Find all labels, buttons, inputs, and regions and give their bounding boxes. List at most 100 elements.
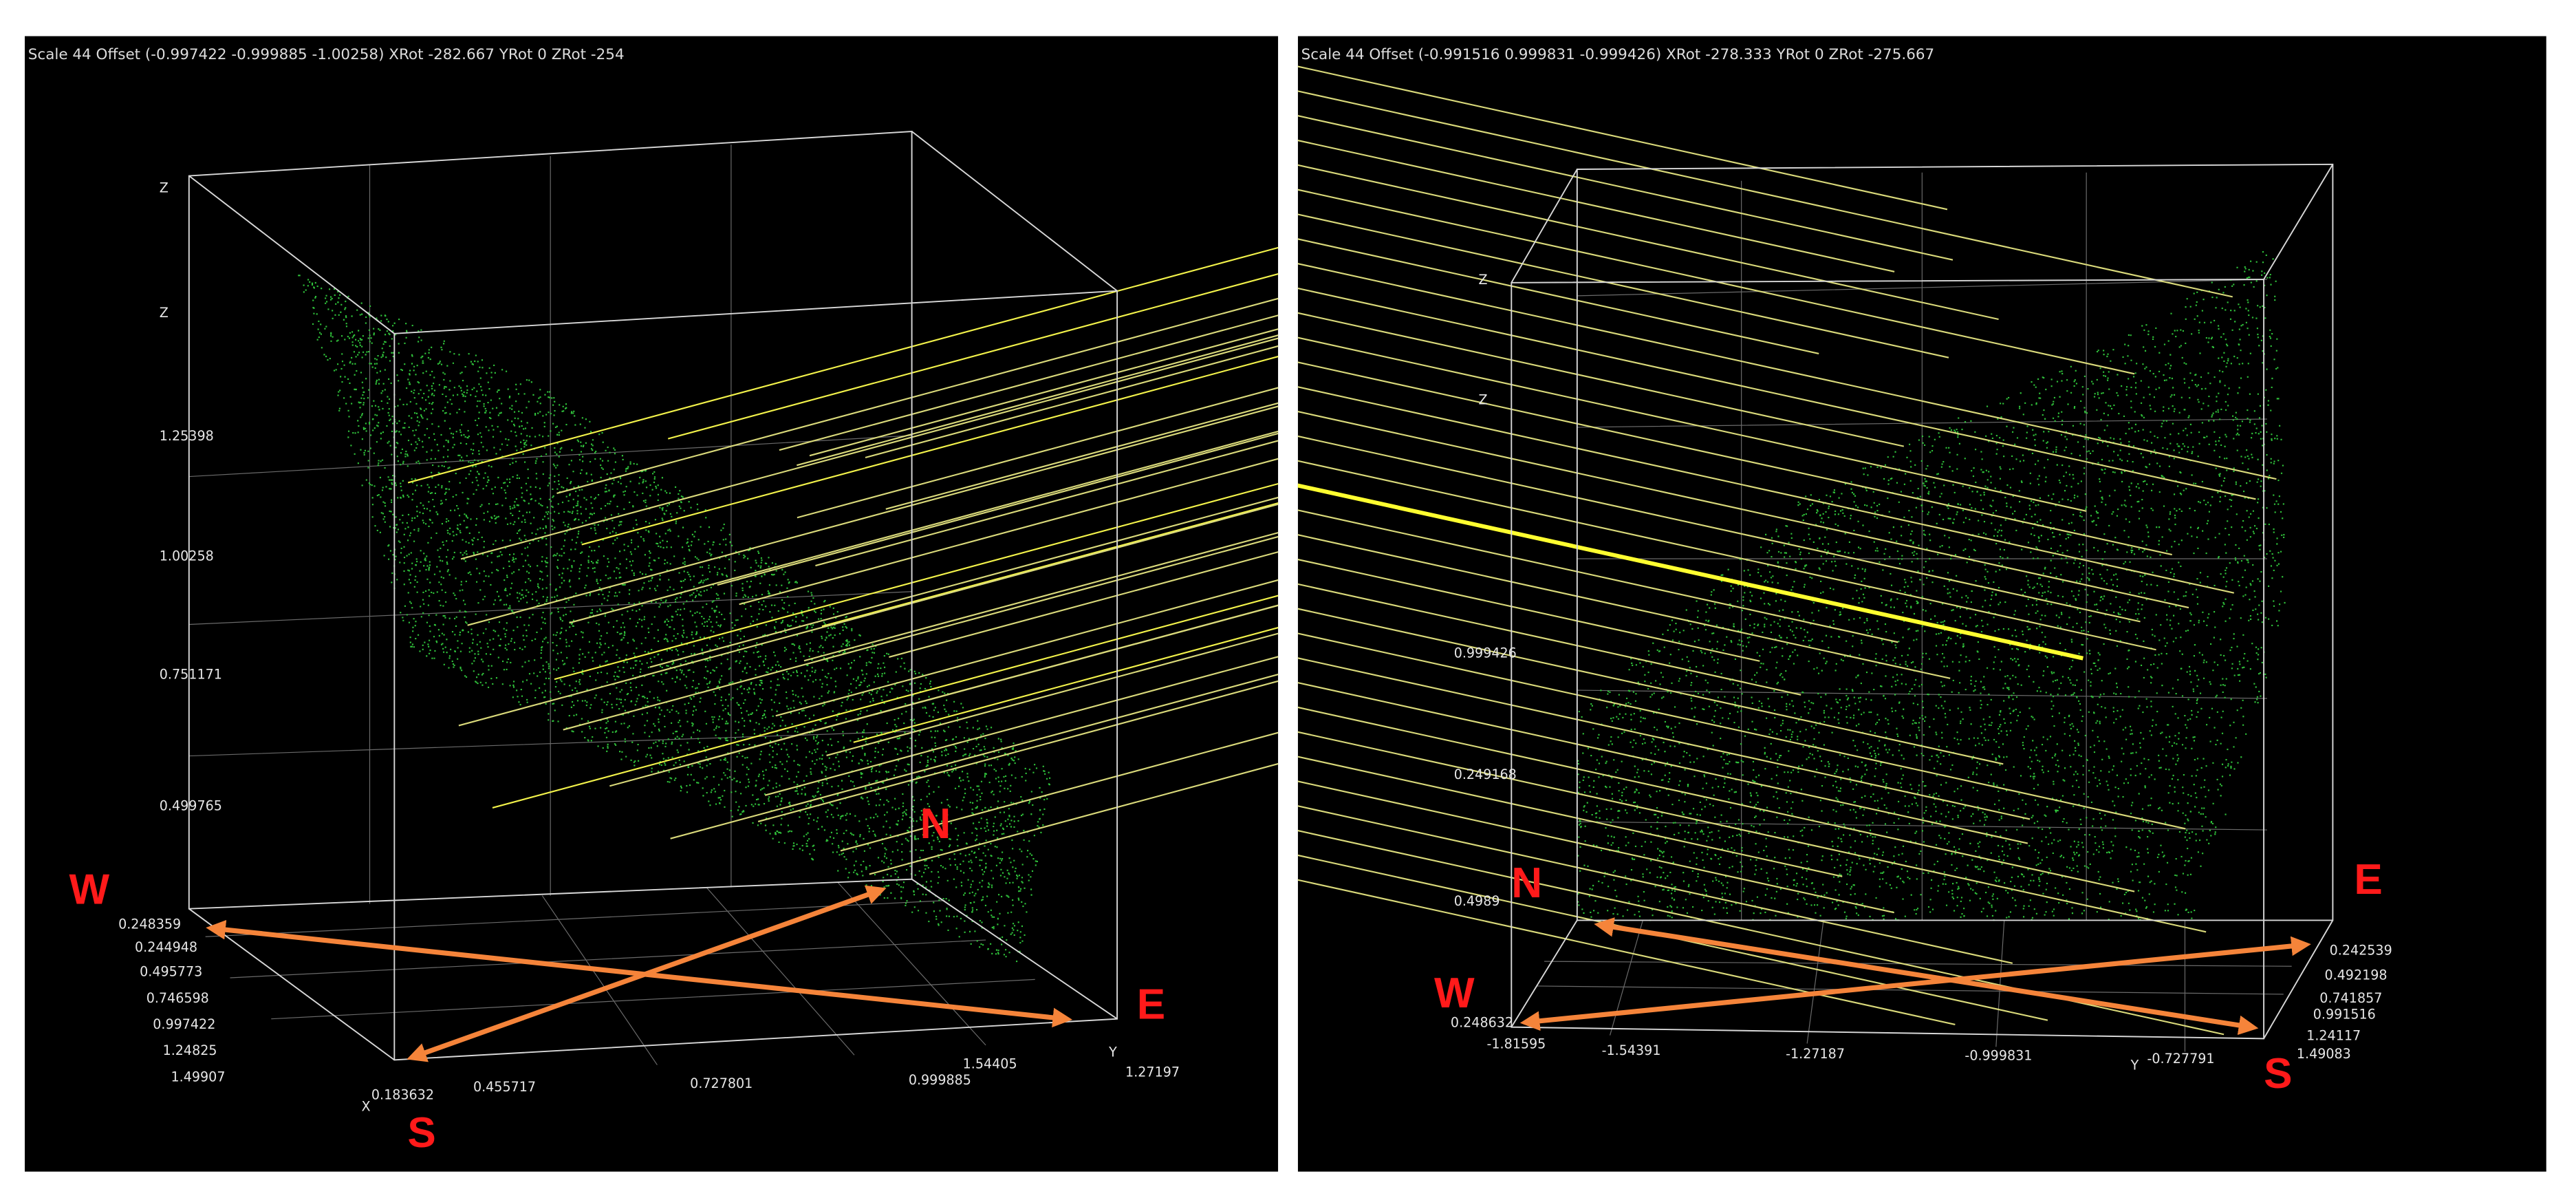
x-label: 1.24117	[2306, 1028, 2361, 1044]
ray-line	[1297, 336, 2087, 512]
point-dots	[298, 275, 1051, 963]
ray-line	[1297, 583, 1801, 696]
ray-line	[1297, 632, 2186, 830]
z-label: 0.4989	[1454, 893, 1500, 909]
point-dots	[1577, 251, 2286, 921]
bounding-box	[188, 131, 1118, 1061]
x-label: 1.49907	[171, 1069, 226, 1084]
x-label: 1.24825	[163, 1042, 217, 1058]
ray-line	[815, 440, 1279, 567]
compass-label: S	[2264, 1050, 2292, 1098]
x-label: 0.495773	[140, 964, 202, 980]
ray-line	[1297, 509, 1898, 643]
ray-line	[1297, 657, 2031, 820]
axis-name: X	[362, 1098, 371, 1114]
compass-label: N	[920, 800, 951, 848]
ray-line	[556, 297, 1279, 495]
ray-line	[826, 632, 1279, 756]
ray-line	[1297, 558, 1760, 662]
ray-line	[797, 334, 1279, 467]
axis-name: Z	[160, 180, 169, 195]
ray-line	[1297, 706, 2135, 892]
x-label: 0.242539	[2330, 943, 2392, 959]
compass-arrows	[206, 885, 1073, 1062]
ray-line	[1297, 164, 1999, 321]
y-label: 0.999885	[909, 1072, 971, 1088]
ray-line	[1297, 361, 2172, 556]
ray-line	[1297, 238, 1819, 355]
z-label: 0.499765	[160, 798, 222, 813]
view-panel: Scale 44 Offset (-0.991516 0.999831 -0.9…	[1297, 36, 2546, 1172]
y-label: -0.727791	[2147, 1051, 2215, 1067]
ray-line	[458, 503, 1279, 727]
point-cloud	[298, 275, 1051, 963]
ray-line	[797, 387, 1279, 519]
ray-line	[467, 405, 1279, 626]
ray-line	[649, 496, 1279, 668]
z-label: 0.249168	[1454, 767, 1517, 782]
ray-line	[885, 402, 1279, 510]
x-label: 0.746598	[147, 990, 209, 1006]
compass-label: E	[1137, 981, 1165, 1029]
z-label: 1.25398	[160, 428, 214, 444]
z-label: 0.999426	[1454, 645, 1517, 661]
bounding-box	[1511, 163, 2334, 1040]
ray-line	[1297, 411, 2189, 609]
compass-arrows	[1519, 917, 2311, 1036]
ray-line	[667, 273, 1279, 440]
point-cloud	[1577, 251, 2286, 921]
axis-name: Z	[1479, 392, 1488, 407]
y-label: -0.999831	[1965, 1047, 2032, 1063]
compass-label: S	[407, 1109, 435, 1157]
ray-line	[779, 314, 1279, 451]
axis-name: Z	[1479, 272, 1488, 288]
view-header: Scale 44 Offset (-0.997422 -0.999885 -1.…	[28, 46, 625, 63]
ray-line	[853, 626, 1279, 743]
x-label: 0.492198	[2324, 967, 2387, 983]
view-header: Scale 44 Offset (-0.991516 0.999831 -0.9…	[1301, 46, 1935, 63]
ray-line	[757, 680, 1279, 823]
y-label: 0.455717	[473, 1079, 536, 1095]
ray-line	[554, 482, 1279, 681]
x-label: 0.244948	[135, 939, 197, 955]
x-label: 0.997422	[153, 1016, 215, 1032]
y-label: 0.727801	[690, 1076, 753, 1091]
x-label: 1.49083	[2297, 1046, 2351, 1062]
ray-line	[1297, 65, 1948, 211]
x-label: 0.183632	[371, 1087, 434, 1103]
compass-label: N	[1511, 859, 1542, 907]
compass-label: W	[69, 866, 109, 914]
ray-line	[670, 674, 1279, 839]
ray-line	[1297, 460, 2156, 651]
ray-line	[1297, 780, 1894, 914]
ray-line	[809, 328, 1279, 457]
ray-line	[1297, 312, 1905, 447]
y-label: -1.81595	[1486, 1036, 1546, 1052]
z-label: 1.00258	[160, 548, 214, 564]
ray-line	[407, 246, 1279, 484]
z-label: 0.751171	[160, 666, 222, 682]
ray-line	[1297, 483, 2083, 661]
ray-line	[492, 595, 1279, 809]
ray-line	[865, 345, 1279, 459]
ray-line	[1297, 435, 2141, 623]
axis-name: Z	[160, 305, 169, 321]
ray-line	[1297, 534, 1951, 679]
panel-bg	[24, 36, 1279, 1172]
view-panel: Scale 44 Offset (-0.997422 -0.999885 -1.…	[24, 36, 1279, 1172]
compass-label: W	[1434, 970, 1475, 1017]
ray-line	[869, 762, 1279, 875]
ray-line	[563, 535, 1279, 731]
ray-line	[581, 355, 1279, 546]
ray-lines	[1297, 65, 2277, 1036]
ray-line	[1297, 90, 2233, 298]
ray-line	[803, 532, 1279, 662]
ray-line	[609, 604, 1279, 787]
ray-line	[1297, 731, 2207, 933]
ray-line	[717, 432, 1279, 586]
ray-line	[1297, 608, 2004, 765]
ray-line	[739, 458, 1279, 606]
ray-line	[764, 656, 1279, 796]
axis-name: Y	[2130, 1058, 2139, 1073]
